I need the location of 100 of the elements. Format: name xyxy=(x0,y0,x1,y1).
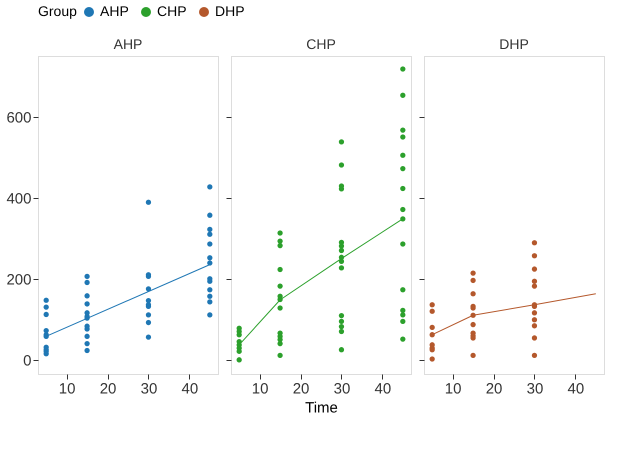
point xyxy=(338,318,344,324)
point xyxy=(84,334,90,339)
point xyxy=(532,278,538,284)
point xyxy=(400,166,406,172)
point xyxy=(207,255,212,260)
point xyxy=(430,302,435,308)
point xyxy=(470,270,476,276)
point xyxy=(146,200,152,205)
point xyxy=(400,318,406,324)
point xyxy=(146,334,152,340)
point xyxy=(532,317,538,322)
point xyxy=(84,348,90,354)
point xyxy=(207,260,212,266)
point xyxy=(207,226,212,232)
point xyxy=(400,134,406,140)
point xyxy=(44,312,49,318)
x-tick-label: 40 xyxy=(568,380,584,398)
point xyxy=(430,356,435,362)
point xyxy=(338,139,344,145)
x-tick-label: 40 xyxy=(182,380,198,398)
point xyxy=(400,92,406,98)
point xyxy=(470,278,476,284)
point xyxy=(532,335,538,341)
x-tick-label: 30 xyxy=(334,380,350,398)
point xyxy=(84,340,90,346)
point xyxy=(207,299,212,305)
point xyxy=(277,242,283,248)
point xyxy=(400,152,406,158)
x-tick-label: 30 xyxy=(140,380,158,398)
y-tick-label: 0 xyxy=(23,352,32,370)
point xyxy=(400,127,406,133)
x-tick-label: 30 xyxy=(526,380,544,398)
point xyxy=(400,287,406,292)
point xyxy=(338,162,344,168)
point xyxy=(532,266,538,272)
point xyxy=(236,357,242,362)
legend-label: AHP xyxy=(100,3,129,19)
point xyxy=(400,308,406,314)
point xyxy=(277,305,283,311)
chart-title: CHP xyxy=(306,36,336,52)
point xyxy=(338,347,344,352)
point xyxy=(207,232,212,237)
point xyxy=(44,304,49,310)
chart-title: AHP xyxy=(114,36,142,52)
point xyxy=(277,230,283,236)
point xyxy=(277,283,283,289)
chart-title: DHP xyxy=(499,36,529,52)
x-tick-label: 20 xyxy=(100,380,116,398)
x-tick-label: 40 xyxy=(374,380,392,398)
point xyxy=(84,293,90,298)
point xyxy=(207,287,212,292)
point xyxy=(146,320,152,326)
point xyxy=(532,253,538,258)
point xyxy=(207,312,212,318)
point xyxy=(146,286,152,292)
point xyxy=(207,212,212,218)
point xyxy=(338,324,344,330)
point xyxy=(470,352,476,358)
point xyxy=(84,274,90,280)
point xyxy=(146,312,152,318)
y-tick-label: 400 xyxy=(6,190,32,208)
point xyxy=(338,248,344,254)
point xyxy=(430,324,435,330)
point xyxy=(84,280,90,286)
point xyxy=(400,186,406,192)
x-tick-label: 20 xyxy=(292,380,310,398)
point xyxy=(430,308,435,314)
point xyxy=(207,241,212,247)
point xyxy=(470,322,476,328)
point xyxy=(277,352,283,358)
legend-title: Group xyxy=(38,3,78,19)
point xyxy=(532,240,538,246)
point xyxy=(532,352,538,358)
point xyxy=(207,184,212,190)
legend-label: DHP xyxy=(215,3,245,19)
y-tick-label: 200 xyxy=(6,271,32,288)
x-axis-title: Time xyxy=(305,400,338,416)
point xyxy=(400,312,406,318)
x-tick-label: 10 xyxy=(252,380,268,398)
x-tick-label: 10 xyxy=(444,380,462,398)
legend-label: CHP xyxy=(157,3,187,19)
point xyxy=(532,283,538,289)
point xyxy=(400,206,406,212)
point xyxy=(338,328,344,334)
point xyxy=(338,265,344,271)
point xyxy=(400,241,406,247)
point xyxy=(470,291,476,296)
point xyxy=(400,66,406,72)
point xyxy=(338,313,344,318)
point xyxy=(400,336,406,342)
point xyxy=(44,298,49,303)
x-tick-label: 10 xyxy=(58,380,76,398)
point xyxy=(532,323,538,328)
point xyxy=(207,294,212,299)
point xyxy=(84,301,90,307)
point xyxy=(277,266,283,272)
point xyxy=(277,238,283,244)
point xyxy=(532,310,538,316)
y-tick-label: 600 xyxy=(6,109,32,126)
x-tick-label: 20 xyxy=(486,380,502,398)
